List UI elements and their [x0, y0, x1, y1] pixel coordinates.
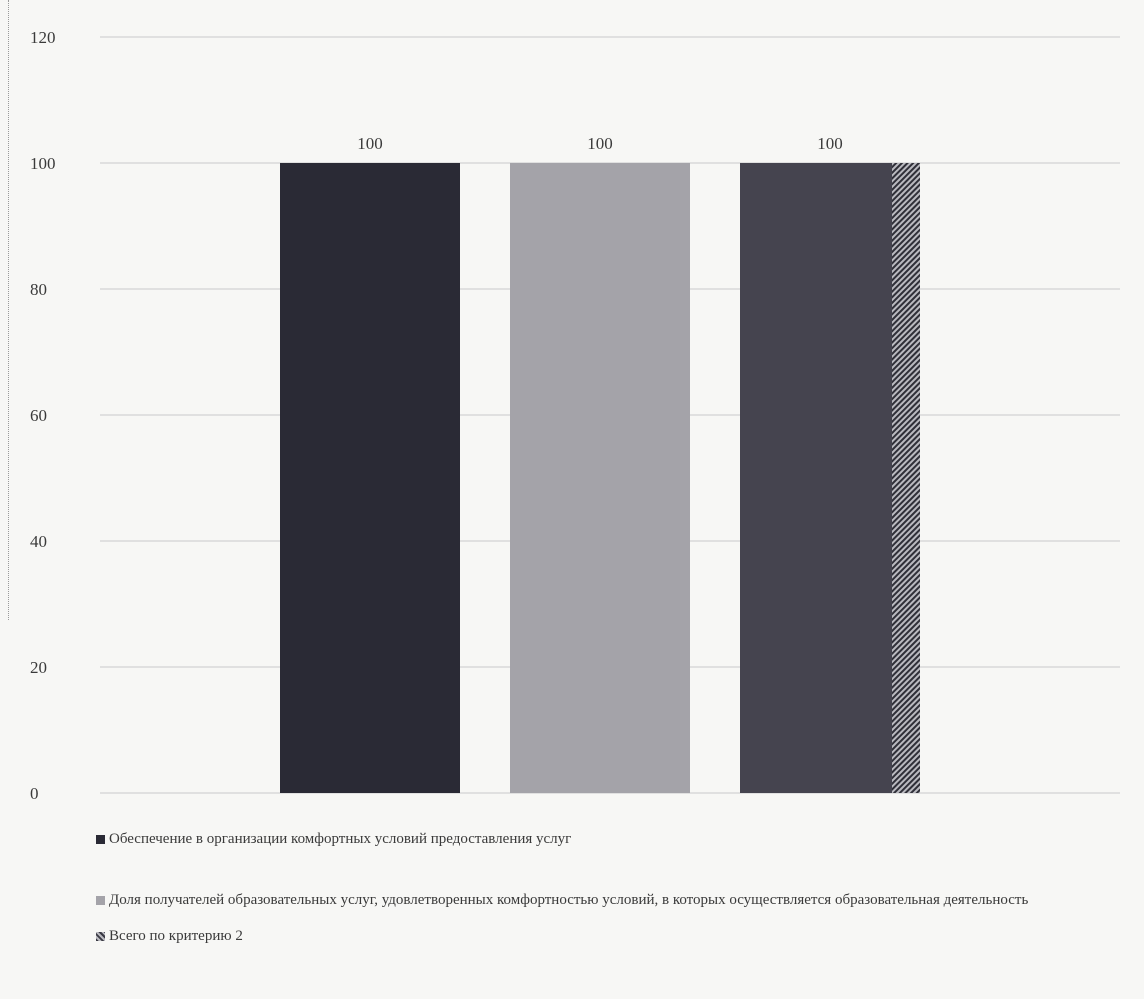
legend-label: Обеспечение в организации комфортных усл…	[109, 831, 572, 847]
y-tick-label: 60	[30, 406, 47, 425]
y-tick-label: 20	[30, 658, 47, 677]
data-label: 100	[817, 134, 843, 153]
y-tick-label: 120	[30, 28, 56, 47]
bar-chart-plot: 0 20 40 60 80 100 120 100 100 100	[30, 28, 1120, 803]
legend-swatch-icon	[96, 896, 105, 905]
y-tick-label: 100	[30, 154, 56, 173]
legend-swatch-icon	[96, 932, 105, 941]
data-label: 100	[587, 134, 613, 153]
y-tick-label: 40	[30, 532, 47, 551]
y-tick-label: 0	[30, 784, 39, 803]
y-tick-label: 80	[30, 280, 47, 299]
legend-item-series-3: Всего по критерию 2	[96, 927, 1096, 946]
bar-series-3	[740, 163, 892, 793]
legend-swatch-icon	[96, 835, 105, 844]
bar-series-1	[280, 163, 460, 793]
bar-series-3-hatch	[892, 163, 920, 793]
legend-label: Всего по критерию 2	[109, 928, 243, 944]
chart-legend: Обеспечение в организации комфортных усл…	[96, 830, 1096, 963]
chart-border	[8, 0, 9, 620]
legend-item-series-1: Обеспечение в организации комфортных усл…	[96, 830, 1096, 849]
legend-item-series-2: Доля получателей образовательных услуг, …	[96, 891, 1096, 910]
legend-label: Доля получателей образовательных услуг, …	[109, 892, 1029, 908]
bar-series-2	[510, 163, 690, 793]
data-label: 100	[357, 134, 383, 153]
